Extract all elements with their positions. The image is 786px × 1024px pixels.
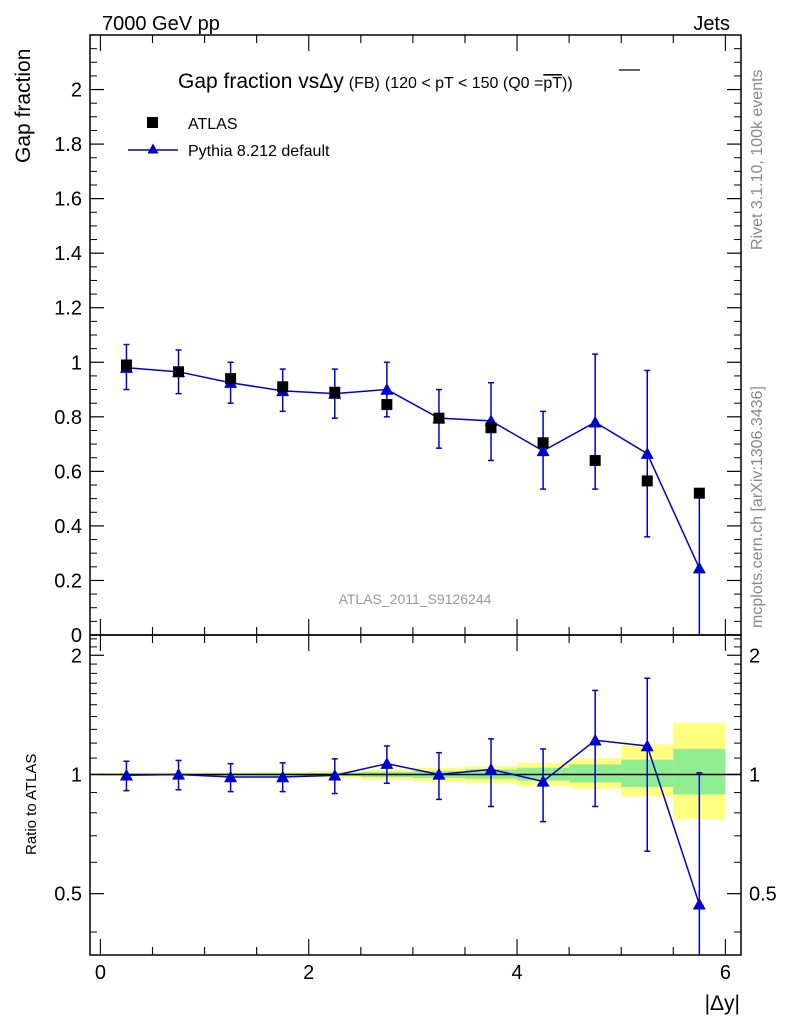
main-y-tick-label: 2	[71, 80, 82, 102]
title-main: Gap fraction vs	[178, 70, 319, 93]
ratio-y-axis-label: Ratio to ATLAS	[23, 754, 40, 855]
ratio-pythia-point	[380, 757, 394, 769]
atlas-point	[329, 386, 341, 398]
main-x-axis-ticks	[99, 35, 726, 635]
main-data	[119, 343, 706, 635]
ratio-y-tick-label-right: 2	[749, 645, 760, 667]
ratio-y-tick-label: 2	[71, 645, 82, 667]
pythia-point	[692, 561, 706, 574]
header-jets-label: Jets	[693, 13, 730, 35]
pythia-point	[588, 415, 602, 428]
main-y-tick-label: 1.4	[54, 243, 82, 265]
atlas-point	[485, 422, 497, 434]
ratio-y-tick-label: 0.5	[54, 884, 82, 906]
atlas-point	[433, 412, 445, 424]
legend-atlas-label: ATLAS	[188, 116, 238, 133]
ratio-x-axis: 0 2 4 6	[95, 635, 731, 984]
x-tick-label: 2	[303, 962, 314, 984]
x-tick-label: 0	[95, 962, 106, 984]
main-y-tick-label: 0	[71, 625, 82, 647]
ratio-y-tick-label-right: 1	[749, 764, 760, 786]
legend-pythia-label: Pythia 8.212 default	[188, 143, 330, 160]
ratio-pythia-point	[640, 739, 654, 752]
ratio-plot-frame	[89, 634, 742, 956]
ratio-pythia-point	[119, 768, 133, 781]
title-overline-pt: pT	[543, 75, 562, 92]
ratio-y-tick-label-right: 0.5	[749, 884, 777, 906]
ratio-panel: 0.5 0.5 1 1 2 2 0 2 4 6 Ratio to ATLAS |Δy|	[23, 634, 777, 1015]
header-energy-label: 7000 GeV pp	[102, 13, 220, 35]
analysis-watermark: ATLAS_2011_S9126244	[339, 591, 492, 607]
atlas-point	[641, 475, 653, 487]
ratio-bands	[100, 722, 726, 820]
main-y-axis-label: Gap fraction	[12, 49, 35, 163]
pythia-point	[536, 444, 550, 457]
chart-title: Gap fraction vsΔy (FB) (120 < pT < 150 (Q0…	[178, 70, 573, 93]
ratio-pythia-point	[432, 767, 446, 780]
main-y-tick-label: 0.8	[54, 407, 82, 429]
ratio-pythia-point	[224, 770, 238, 783]
atlas-point	[173, 366, 185, 378]
main-panel: 0 0.2 0.4 0.6 0.8 1 1.2 1.4 1.6 1.8 2 Gap fraction…	[12, 34, 742, 647]
main-y-tick-label: 1	[71, 352, 82, 374]
pythia-line	[126, 366, 701, 569]
atlas-point	[381, 399, 393, 411]
atlas-point	[693, 487, 705, 499]
ratio-pythia-point	[588, 733, 602, 746]
ratio-pythia-point	[536, 774, 550, 787]
ratio-data	[119, 677, 706, 955]
ratio-y-axis: 0.5 0.5 1 1 2 2	[54, 638, 777, 933]
main-y-tick-label: 0.6	[54, 461, 82, 483]
rivet-label: Rivet 3.1.10, 100k events	[749, 69, 766, 250]
pythia-point	[380, 383, 394, 395]
main-y-axis: 0 0.2 0.4 0.6 0.8 1 1.2 1.4 1.6 1.8 2	[54, 48, 741, 647]
x-axis-label: |Δy|	[705, 992, 740, 1015]
ratio-pythia-point	[692, 897, 706, 910]
atlas-point	[225, 373, 237, 385]
atlas-point	[589, 454, 601, 466]
ratio-pythia-point	[328, 768, 342, 781]
ratio-y-tick-label: 1	[71, 764, 82, 786]
mcplots-label: mcplots.cern.ch [arXiv:1306.3436]	[749, 386, 766, 628]
legend: ATLAS Pythia 8.212 default	[128, 116, 330, 160]
ratio-pythia-point	[484, 762, 498, 775]
ratio-pythia-point	[172, 767, 186, 780]
pythia-point	[640, 447, 654, 459]
atlas-point	[537, 437, 549, 449]
atlas-point	[120, 359, 132, 371]
legend-pythia-marker	[147, 143, 159, 154]
main-y-tick-label: 0.2	[54, 570, 82, 592]
title-close: ))	[562, 75, 573, 92]
x-tick-label: 6	[720, 962, 731, 984]
legend-atlas-marker	[147, 117, 158, 128]
title-range: (120 < pT < 150 (Q0 =	[385, 75, 543, 92]
main-y-tick-label: 1.6	[54, 189, 82, 211]
ratio-pythia-point	[276, 770, 290, 783]
main-y-tick-label: 0.4	[54, 516, 82, 538]
main-y-tick-label: 1.2	[54, 298, 82, 320]
x-tick-label: 4	[511, 962, 522, 984]
main-y-tick-label: 1.8	[54, 134, 82, 156]
atlas-point	[277, 381, 289, 393]
title-delta: Δy	[319, 70, 344, 93]
title-fb: (FB)	[349, 75, 380, 92]
ratio-pythia-line	[126, 739, 701, 905]
